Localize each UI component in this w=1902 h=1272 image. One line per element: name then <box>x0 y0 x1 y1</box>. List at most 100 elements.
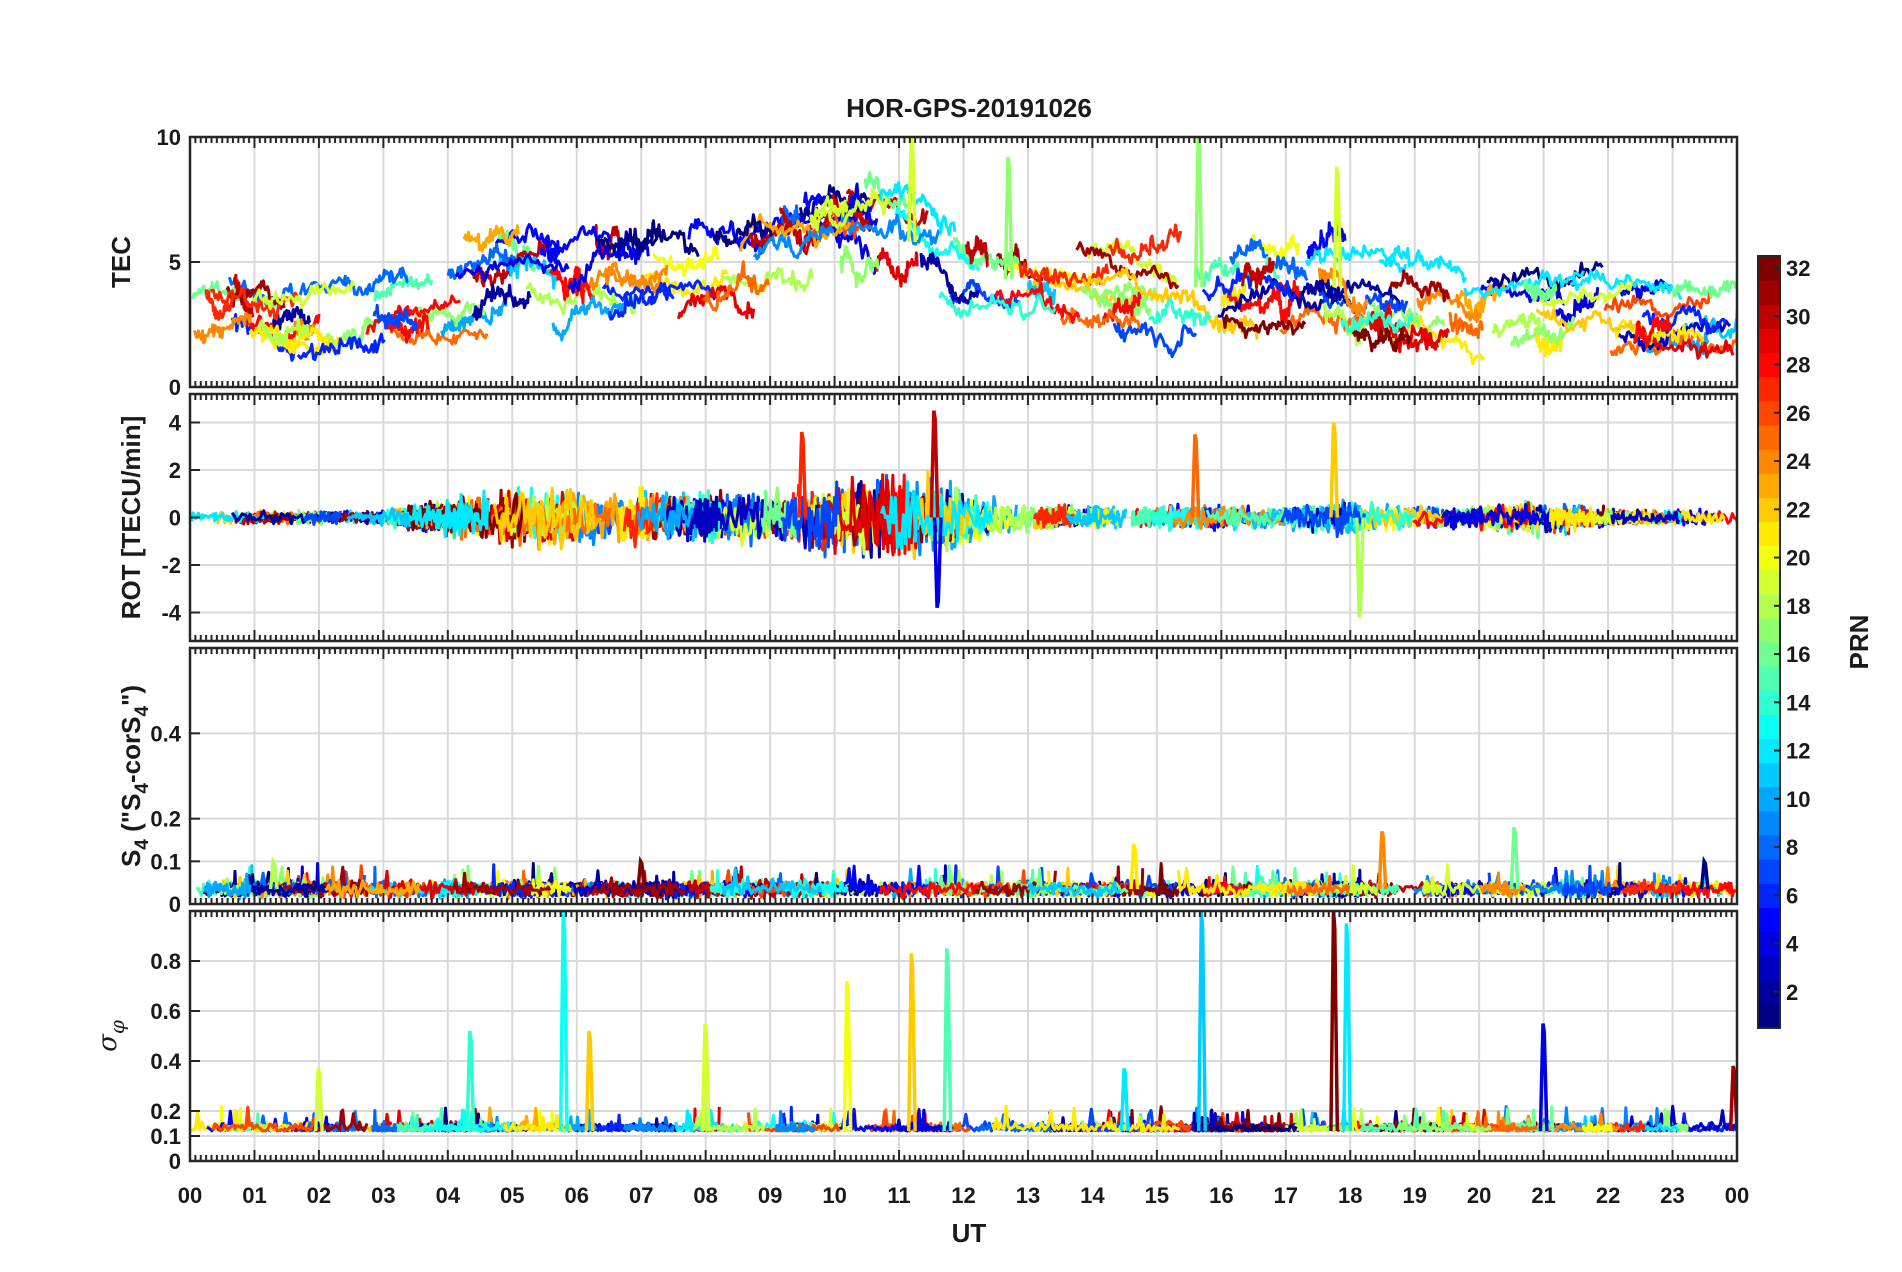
prn-trace <box>1509 315 1575 348</box>
x-tick-label: 13 <box>1016 1183 1040 1208</box>
prn-trace <box>838 213 941 246</box>
peak-trace <box>906 953 917 1132</box>
prn-trace <box>622 1117 675 1133</box>
peak-trace <box>636 855 647 890</box>
prn-trace <box>711 213 773 248</box>
colorbar-swatch <box>1758 304 1780 329</box>
tick-marks <box>189 911 1738 1161</box>
colorbar-tick-label: 18 <box>1786 594 1810 619</box>
prn-trace <box>1671 272 1737 299</box>
x-tick-label: 09 <box>758 1183 782 1208</box>
colorbar-swatch <box>1758 593 1780 619</box>
colorbar-swatch <box>1758 473 1780 498</box>
peak-trace <box>1329 911 1340 1132</box>
prn-trace <box>1581 1121 1614 1133</box>
y-tick-label: 10 <box>157 125 181 150</box>
y-axis-label: σφ <box>93 1020 129 1052</box>
prn-trace <box>965 235 989 268</box>
prn-trace <box>382 312 430 344</box>
x-tick-label: 19 <box>1402 1183 1426 1208</box>
peak-trace <box>1003 156 1014 280</box>
prn-trace <box>1523 278 1558 302</box>
colorbar-swatch <box>1758 690 1780 715</box>
y-tick-label: 0 <box>169 1149 181 1174</box>
peak-trace <box>1332 166 1343 288</box>
y-tick-label: 0 <box>169 892 181 917</box>
prn-trace <box>437 489 490 540</box>
prn-trace <box>551 295 625 342</box>
peak-trace <box>1699 855 1710 890</box>
peak-trace <box>906 137 917 243</box>
prn-trace <box>324 879 420 899</box>
colorbar-swatch <box>1758 256 1780 281</box>
peak-trace <box>313 1068 324 1132</box>
prn-trace <box>1240 257 1276 290</box>
prn-trace <box>250 280 356 311</box>
colorbar-swatch <box>1758 762 1780 788</box>
prn-trace <box>1280 501 1366 539</box>
colorbar-swatch <box>1758 617 1780 643</box>
prn-trace <box>1561 864 1612 901</box>
y-tick-label: -4 <box>161 601 181 626</box>
y-tick-label: 0 <box>169 375 181 400</box>
x-tick-label: 18 <box>1338 1183 1362 1208</box>
colorbar-tick-label: 12 <box>1786 739 1810 764</box>
colorbar-frame <box>1757 255 1781 1029</box>
colorbar-swatch <box>1758 955 1780 981</box>
prn-trace <box>211 1105 316 1133</box>
prn-trace <box>780 480 841 552</box>
peak-trace <box>797 431 808 518</box>
y-tick-label: 4 <box>169 411 182 436</box>
x-tick-label: 22 <box>1596 1183 1620 1208</box>
prn-trace <box>484 863 537 900</box>
colorbar-swatch <box>1758 449 1780 474</box>
prn-trace <box>1150 504 1174 533</box>
prn-trace <box>1636 320 1735 360</box>
y-tick-labels: -4 -2 0 2 4 <box>161 411 181 626</box>
peak-trace <box>700 1023 711 1132</box>
prn-trace <box>203 872 252 900</box>
y-tick-label: 0.2 <box>150 807 181 832</box>
data-traces <box>195 826 1737 901</box>
y-tick-labels: 00.10.2 0.4 0.6 0.8 <box>150 949 181 1174</box>
prn-trace <box>839 245 880 289</box>
peak-trace <box>1538 1023 1549 1132</box>
prn-trace <box>373 273 434 302</box>
x-tick-label: 17 <box>1274 1183 1298 1208</box>
prn-trace <box>1632 315 1672 349</box>
prn-trace <box>1378 244 1467 284</box>
prn-trace <box>249 880 329 898</box>
prn-trace <box>1192 1122 1298 1133</box>
prn-trace <box>452 871 552 897</box>
colorbar-tick-label: 14 <box>1786 690 1811 715</box>
x-tick-label: 20 <box>1467 1183 1491 1208</box>
prn-trace <box>1610 509 1681 525</box>
prn-trace <box>990 1104 1101 1133</box>
prn-trace <box>1100 1113 1181 1133</box>
x-tick-label: 08 <box>693 1183 717 1208</box>
prn-trace <box>1598 877 1694 900</box>
y-tick-labels: 0 5 10 <box>157 125 181 400</box>
colorbar-tick-label: 24 <box>1786 449 1811 474</box>
x-tick-label: 06 <box>565 1183 589 1208</box>
colorbar-tick-label: 22 <box>1786 497 1810 522</box>
x-tick-label: 23 <box>1660 1183 1684 1208</box>
prn-trace <box>709 869 746 899</box>
x-tick-labels: 00 01 02 03 04 05 06 07 08 09 10 11 12 13 14 15 16 17 18 19… <box>178 1183 1749 1208</box>
x-tick-label: 00 <box>178 1183 202 1208</box>
colorbar-tick-label: 4 <box>1786 932 1799 957</box>
prn-trace <box>1622 878 1682 899</box>
panel-sigphi: 00.10.2 0.4 0.6 0.8 σφ <box>93 909 1739 1174</box>
prn-trace <box>1670 881 1737 899</box>
x-tick-label: 10 <box>822 1183 846 1208</box>
prn-trace <box>919 251 980 305</box>
peak-trace <box>1377 830 1388 890</box>
y-tick-labels: 0 0.1 0.2 0.4 <box>150 721 181 917</box>
colorbar-swatch <box>1758 859 1780 884</box>
data-traces <box>190 137 1737 366</box>
x-tick-label: 07 <box>629 1183 653 1208</box>
peak-trace <box>465 1030 476 1132</box>
prn-trace <box>809 195 849 232</box>
colorbar-swatch <box>1758 280 1780 305</box>
